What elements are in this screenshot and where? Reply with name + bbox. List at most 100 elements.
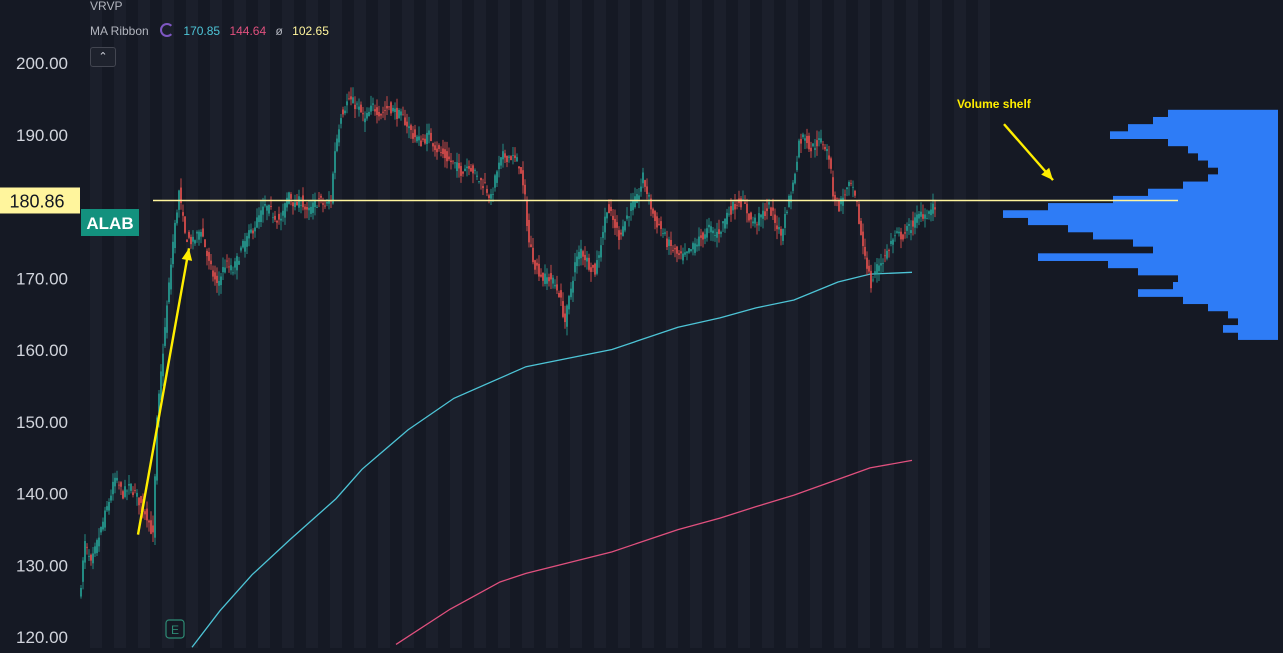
candle-body [436, 148, 438, 153]
candle-body [678, 253, 680, 256]
price-axis-background [0, 0, 80, 648]
symbol-label-box [81, 209, 139, 236]
candle-body [258, 215, 260, 223]
candle-body [746, 203, 748, 214]
candle-body [732, 201, 734, 211]
candle-body [104, 510, 106, 528]
legend-row-ma-ribbon[interactable]: MA Ribbon 170.85 144.64 ø 102.65 [90, 23, 329, 38]
candle-body [424, 138, 426, 144]
candle-body [824, 146, 826, 150]
candle-body [688, 248, 690, 253]
candle-body [630, 202, 632, 211]
candle-body [854, 190, 856, 196]
candle-body [400, 111, 402, 116]
candle-body [916, 214, 918, 223]
candle-body [656, 216, 658, 228]
y-tick-label: 200.00 [16, 54, 68, 73]
candle-body [834, 195, 836, 201]
candle-body [148, 520, 150, 523]
candle-body [482, 186, 484, 189]
volume-profile-bar [1113, 195, 1278, 204]
candle-body [934, 207, 936, 210]
candle-body [176, 212, 178, 224]
candle-body [542, 272, 544, 281]
candle-body [146, 508, 148, 521]
candle-body [560, 290, 562, 298]
candle-body [422, 138, 424, 140]
candle-body [612, 215, 614, 220]
candle-body [248, 230, 250, 239]
session-band [498, 0, 510, 648]
candle-body [652, 208, 654, 214]
session-band [642, 0, 654, 648]
candle-body [736, 204, 738, 206]
candle-body [372, 103, 374, 105]
legend-row-vrvp[interactable]: VRVP [90, 0, 122, 13]
session-band [210, 0, 222, 648]
candle-body [592, 264, 594, 268]
candle-body [866, 257, 868, 269]
candle-body [100, 526, 102, 533]
y-tick-label: 140.00 [16, 485, 68, 504]
candle-body [690, 249, 692, 252]
candle-body [334, 151, 336, 173]
earnings-marker: E [171, 623, 179, 637]
candle-body [278, 213, 280, 220]
candle-body [392, 107, 394, 112]
session-band [906, 0, 918, 648]
candle-body [242, 241, 244, 248]
session-band [546, 0, 558, 648]
candle-body [98, 537, 100, 547]
candle-body [388, 106, 390, 108]
candle-body [186, 239, 188, 242]
candle-body [774, 214, 776, 223]
candle-body [920, 211, 922, 217]
candle-body [264, 204, 266, 206]
candle-body [620, 232, 622, 235]
candle-body [490, 194, 492, 199]
candle-body [130, 483, 132, 491]
candle-body [814, 148, 816, 150]
candle-body [564, 313, 566, 323]
candle-body [184, 216, 186, 233]
candle-body [416, 136, 418, 142]
candle-body [268, 205, 270, 214]
collapse-legend-button[interactable]: ⌃ [90, 47, 116, 67]
candle-body [512, 155, 514, 156]
candle-body [870, 270, 872, 289]
candle-body [498, 162, 500, 170]
candle-body [476, 175, 478, 177]
candle-body [634, 196, 636, 208]
candle-body [112, 481, 114, 495]
candle-body [328, 200, 330, 204]
candle-body [336, 138, 338, 152]
candle-body [792, 182, 794, 191]
cycle-icon[interactable] [160, 23, 175, 37]
volume-profile-bar [1133, 238, 1278, 247]
candle-body [190, 236, 192, 245]
candle-body [174, 222, 176, 248]
candle-body [894, 235, 896, 237]
candle-body [598, 255, 600, 258]
candle-body [356, 103, 358, 105]
candle-body [380, 113, 382, 116]
candle-body [850, 182, 852, 184]
volume-profile-bar [1173, 282, 1278, 290]
candle-body [846, 187, 848, 190]
y-tick-label: 150.00 [16, 413, 68, 432]
candle-body [326, 201, 328, 204]
candle-body [194, 240, 196, 244]
candle-body [494, 175, 496, 188]
candle-body [808, 135, 810, 150]
candle-body [726, 212, 728, 225]
volume-profile-bar [1208, 160, 1278, 168]
candle-body [610, 206, 612, 211]
candle-body [362, 113, 364, 115]
candle-body [802, 134, 804, 138]
candle-body [386, 105, 388, 109]
candle-body [578, 251, 580, 260]
candle-body [210, 260, 212, 265]
candle-body [366, 113, 368, 119]
